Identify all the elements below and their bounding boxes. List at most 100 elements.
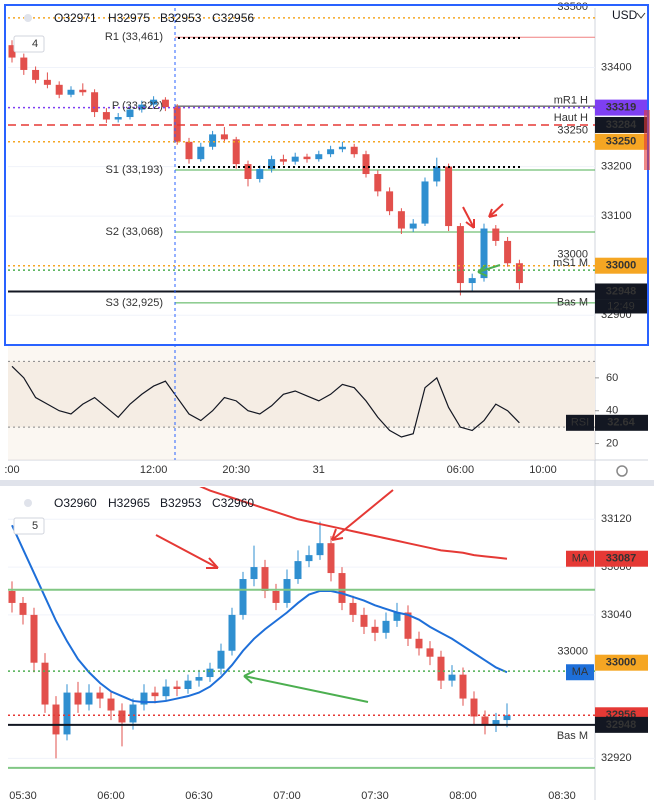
countdown-box (595, 299, 648, 314)
candle-body (415, 638, 423, 649)
rsi-box (595, 414, 648, 431)
y-tick-label: 33200 (601, 160, 632, 172)
candle-body (374, 174, 382, 192)
candle-body (468, 278, 476, 284)
legend-close: C32960 (212, 496, 254, 510)
y-tick-label: 33100 (601, 210, 632, 222)
arrow (462, 206, 475, 229)
legend-high: H32975 (108, 11, 150, 25)
candle-body (426, 648, 434, 657)
annotation-arrows-green (243, 264, 501, 703)
price-box-label: 33000 (606, 260, 637, 272)
price-box-label: 32948 (606, 719, 637, 731)
rsi-box-label: 32.64 (607, 417, 635, 429)
candle-body (118, 710, 126, 723)
candle-body (256, 169, 264, 179)
candle-body (349, 602, 357, 615)
price-box (595, 257, 648, 274)
candle-body (126, 109, 134, 118)
legend-high: H32965 (108, 496, 150, 510)
candle-body (8, 590, 16, 603)
pane-toggle[interactable] (13, 517, 45, 535)
legend-low: B32953 (160, 496, 202, 510)
ma-tag-label: MA (572, 666, 589, 678)
candle-body (303, 156, 311, 160)
x-tick-label: 08:00 (449, 790, 477, 800)
price-box (595, 133, 648, 150)
candle-body (239, 579, 247, 615)
price-label: 33500 (557, 1, 588, 13)
candle-body (283, 579, 291, 603)
candle-body (504, 240, 512, 264)
candle-body (129, 704, 137, 723)
candle-body (220, 134, 228, 140)
x-tick-label: 20:30 (222, 464, 250, 476)
candle-body (91, 92, 99, 113)
x-tick-label: 06:00 (447, 464, 475, 476)
settings-icon[interactable] (616, 465, 628, 477)
price-line-name: Bas M (557, 730, 588, 742)
x-tick-label: :00 (4, 464, 19, 476)
pane-toggle[interactable] (13, 35, 45, 53)
candle-body (138, 104, 146, 110)
countdown-label: 12:49 (607, 300, 635, 312)
arrow (488, 203, 504, 218)
pane-separator (0, 480, 654, 486)
price-box-label: 32948 (606, 285, 637, 297)
pivot-label: P (33,322) (112, 100, 163, 112)
candle-body (421, 181, 429, 224)
candle-body (250, 567, 258, 580)
candle-body (409, 223, 417, 229)
price-box-label: 33319 (606, 102, 637, 114)
rsi-tag-label: RSI (571, 417, 589, 429)
candle-body (161, 99, 169, 108)
candle-body (294, 561, 302, 580)
candle-body (217, 650, 225, 669)
ma-tag (566, 550, 594, 567)
candle-body (79, 89, 87, 93)
pane-number: 4 (32, 38, 38, 50)
arrow (477, 264, 501, 277)
candle-body (41, 662, 49, 705)
price-box (595, 116, 648, 133)
price-line-name: Bas M (557, 296, 588, 308)
ma-tag-label: MA (572, 553, 589, 565)
candle-body (206, 668, 214, 678)
candle-body (195, 677, 203, 681)
price-box-label: 33284 (606, 119, 637, 131)
currency[interactable]: USD (612, 8, 638, 22)
price-label: 33000 (557, 646, 588, 658)
candle-body (291, 156, 299, 162)
candle-body (382, 620, 390, 633)
dropdown-caret (636, 12, 646, 19)
candle-body (492, 228, 500, 241)
candle-body (448, 674, 456, 681)
price-box-label: 33250 (606, 136, 637, 148)
candle-body (67, 89, 75, 95)
price-box (595, 99, 648, 116)
price-label: 33000 (557, 249, 588, 261)
pivot-label: S2 (33,068) (106, 226, 163, 238)
candle-body (261, 567, 269, 591)
arrow (243, 670, 369, 703)
candle-body (503, 715, 511, 721)
candle-body (386, 191, 394, 212)
candle-body (197, 146, 205, 160)
x-tick-label: 07:00 (273, 790, 301, 800)
price-box-label: 33087 (606, 553, 637, 565)
candle-body (397, 211, 405, 229)
candle-body (481, 716, 489, 725)
candle-body (515, 263, 523, 284)
candle-body (404, 612, 412, 639)
legend-low: B32953 (160, 11, 202, 25)
candle-body (459, 674, 467, 699)
active-pane-outline (4, 4, 649, 346)
x-tick-label: 06:30 (185, 790, 213, 800)
candle-body (63, 692, 71, 735)
arrow (331, 489, 394, 541)
rsi-tick-label: 40 (606, 405, 618, 417)
candle-body (85, 692, 93, 705)
x-tick-label: 12:00 (140, 464, 168, 476)
price-line-name: Haut H (554, 112, 588, 124)
rsi-pane (8, 345, 595, 460)
